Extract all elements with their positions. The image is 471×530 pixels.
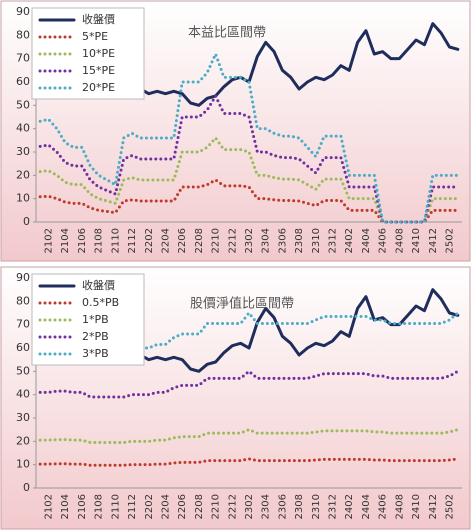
y-tick-label: 50 — [16, 364, 30, 377]
legend-label: 20*PE — [82, 81, 115, 94]
y-tick-label: 80 — [16, 294, 30, 307]
legend-label: 1*PB — [82, 313, 109, 326]
x-tick-label: 2106 — [77, 494, 88, 519]
y-tick-label: 60 — [16, 75, 30, 88]
x-tick-label: 2204 — [160, 494, 171, 519]
x-tick-label: 2210 — [211, 228, 222, 253]
x-tick-label: 2410 — [411, 228, 422, 253]
x-tick-label: 2112 — [127, 494, 138, 519]
x-tick-label: 2102 — [44, 228, 55, 253]
x-tick-label: 2208 — [194, 494, 205, 519]
legend-label: 10*PE — [82, 47, 115, 60]
chart: 0 10 20 30 40 50 60 70 80 90 2102 2104 2106 2108 2110 2… — [0, 266, 471, 530]
x-tick-label: 2312 — [328, 494, 339, 519]
x-tick-label: 2410 — [411, 494, 422, 519]
y-tick-label: 60 — [16, 341, 30, 354]
x-tick-label: 2402 — [344, 228, 355, 253]
x-tick-label: 2104 — [60, 494, 71, 519]
x-tick-label: 2412 — [428, 228, 439, 253]
legend-label: 收盤價 — [82, 12, 115, 26]
y-tick-label: 40 — [16, 388, 30, 401]
series-line — [38, 178, 460, 224]
chart: 0 10 20 30 40 50 60 70 80 90 2102 2104 2106 2108 2110 2… — [0, 0, 471, 262]
legend: 收盤價 0.5*PB 1*PB 2*PB 3*PB — [31, 273, 145, 366]
x-tick-label: 2112 — [127, 228, 138, 253]
x-tick-label: 2110 — [110, 228, 121, 253]
x-tick-label: 2206 — [177, 494, 188, 519]
y-tick-label: 30 — [16, 145, 30, 158]
series-line — [38, 457, 460, 467]
legend-label: 收盤價 — [82, 278, 115, 292]
y-tick-label: 40 — [16, 122, 30, 135]
x-tick-label: 2306 — [277, 494, 288, 519]
x-tick-label: 2204 — [160, 228, 171, 253]
x-tick-label: 2102 — [44, 494, 55, 519]
x-tick-label: 2502 — [444, 228, 455, 253]
y-tick-label: 70 — [16, 52, 30, 65]
y-tick-label: 90 — [16, 271, 30, 284]
y-tick-label: 90 — [16, 5, 30, 18]
legend-label: 2*PB — [82, 330, 109, 343]
series-line — [38, 136, 460, 224]
x-tick-label: 2404 — [361, 494, 372, 519]
series-line — [38, 94, 460, 224]
x-tick-label: 2302 — [244, 228, 255, 253]
x-tick-label: 2104 — [60, 228, 71, 253]
x-tick-label: 2502 — [444, 494, 455, 519]
x-tick-label: 2412 — [428, 494, 439, 519]
y-tick-label: 70 — [16, 318, 30, 331]
x-tick-label: 2304 — [261, 494, 272, 519]
x-tick-label: 2302 — [244, 494, 255, 519]
x-tick-label: 2306 — [277, 228, 288, 253]
y-tick-label: 10 — [16, 192, 30, 205]
y-tick-label: 0 — [23, 215, 30, 228]
legend: 收盤價 5*PE 10*PE 15*PE 20*PE — [31, 7, 145, 100]
x-tick-label: 2202 — [144, 228, 155, 253]
y-tick-label: 30 — [16, 411, 30, 424]
y-tick-label: 20 — [16, 434, 30, 447]
x-tick-label: 2206 — [177, 228, 188, 253]
series-line — [38, 369, 460, 399]
chart-title: 本益比區間帶 — [188, 26, 266, 41]
x-tick-label: 2108 — [94, 494, 105, 519]
series-line — [38, 52, 460, 224]
x-tick-label: 2212 — [227, 494, 238, 519]
x-tick-label: 2308 — [294, 494, 305, 519]
x-tick-label: 2202 — [144, 494, 155, 519]
y-tick-label: 20 — [16, 168, 30, 181]
legend-label: 0.5*PB — [82, 296, 119, 309]
y-tick-label: 50 — [16, 98, 30, 111]
series-line — [38, 428, 460, 444]
x-tick-label: 2312 — [328, 228, 339, 253]
x-tick-label: 2210 — [211, 494, 222, 519]
y-tick-label: 0 — [23, 481, 30, 494]
x-tick-label: 2310 — [311, 228, 322, 253]
x-tick-label: 2408 — [394, 228, 405, 253]
chart-title: 股價淨值比區間帶 — [190, 296, 294, 312]
x-tick-label: 2208 — [194, 228, 205, 253]
y-tick-label: 80 — [16, 28, 30, 41]
legend-label: 5*PE — [82, 30, 108, 43]
legend-label: 15*PE — [82, 64, 115, 77]
x-tick-label: 2106 — [77, 228, 88, 253]
x-tick-label: 2110 — [110, 494, 121, 519]
x-tick-label: 2404 — [361, 228, 372, 253]
legend-label: 3*PB — [82, 347, 109, 360]
x-tick-label: 2406 — [378, 494, 389, 519]
x-tick-label: 2212 — [227, 228, 238, 253]
x-tick-label: 2310 — [311, 494, 322, 519]
x-tick-label: 2406 — [378, 228, 389, 253]
x-tick-label: 2108 — [94, 228, 105, 253]
y-tick-label: 10 — [16, 458, 30, 471]
x-tick-label: 2402 — [344, 494, 355, 519]
x-tick-label: 2304 — [261, 228, 272, 253]
x-tick-label: 2408 — [394, 494, 405, 519]
x-tick-label: 2308 — [294, 228, 305, 253]
